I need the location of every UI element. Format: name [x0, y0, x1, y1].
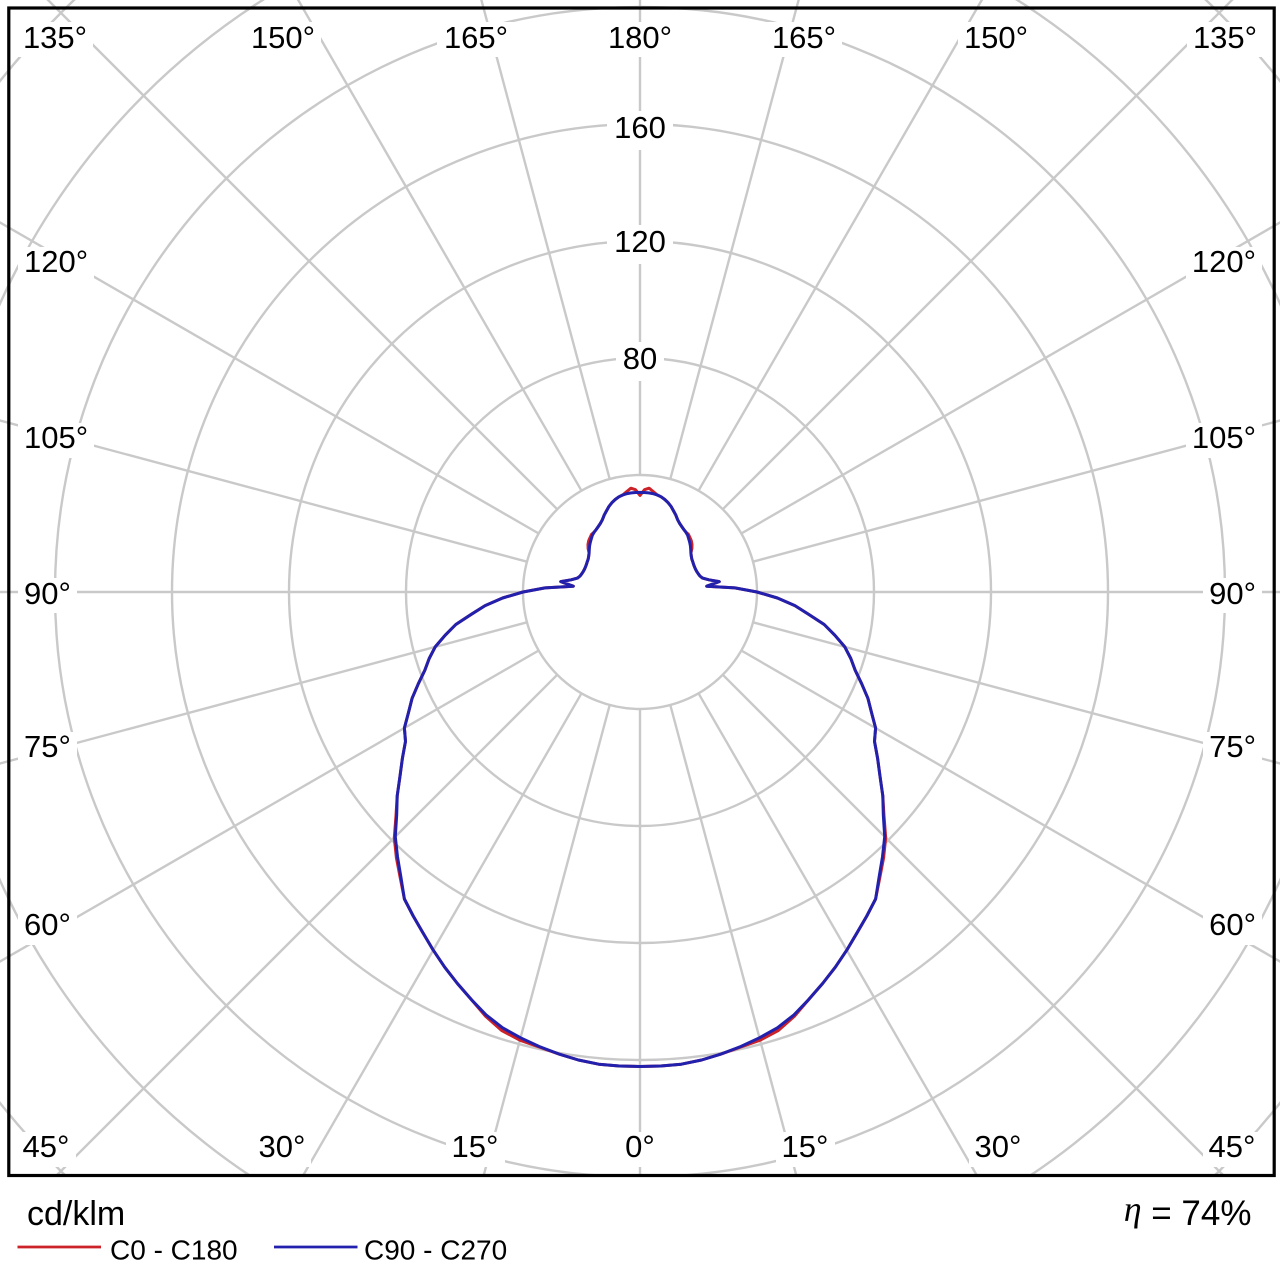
svg-text:105°: 105° — [24, 420, 88, 455]
svg-text:75°: 75° — [24, 729, 71, 764]
svg-text:180°: 180° — [608, 20, 672, 55]
svg-text:90°: 90° — [1209, 576, 1256, 611]
svg-text:105°: 105° — [1192, 420, 1256, 455]
svg-text:150°: 150° — [964, 20, 1028, 55]
svg-text:135°: 135° — [1193, 20, 1257, 55]
svg-text:120°: 120° — [1192, 244, 1256, 279]
svg-text:30°: 30° — [975, 1129, 1022, 1164]
svg-text:η = 74%: η = 74% — [1124, 1189, 1252, 1233]
svg-text:90°: 90° — [24, 576, 71, 611]
svg-text:120: 120 — [614, 224, 666, 259]
svg-text:60°: 60° — [24, 907, 71, 942]
svg-text:cd/klm: cd/klm — [27, 1195, 125, 1233]
svg-text:45°: 45° — [1209, 1129, 1256, 1164]
svg-text:30°: 30° — [259, 1129, 306, 1164]
svg-text:15°: 15° — [452, 1129, 499, 1164]
svg-text:160: 160 — [614, 110, 666, 145]
svg-text:80: 80 — [623, 341, 657, 376]
svg-text:150°: 150° — [251, 20, 315, 55]
svg-text:120°: 120° — [24, 244, 88, 279]
svg-text:165°: 165° — [444, 20, 508, 55]
svg-text:15°: 15° — [782, 1129, 829, 1164]
svg-text:C0 - C180: C0 - C180 — [110, 1235, 238, 1266]
svg-text:C90 - C270: C90 - C270 — [364, 1235, 507, 1266]
svg-text:45°: 45° — [23, 1129, 70, 1164]
svg-text:165°: 165° — [772, 20, 836, 55]
svg-text:0°: 0° — [625, 1129, 655, 1164]
svg-text:75°: 75° — [1209, 729, 1256, 764]
svg-text:135°: 135° — [23, 20, 87, 55]
svg-text:60°: 60° — [1209, 907, 1256, 942]
